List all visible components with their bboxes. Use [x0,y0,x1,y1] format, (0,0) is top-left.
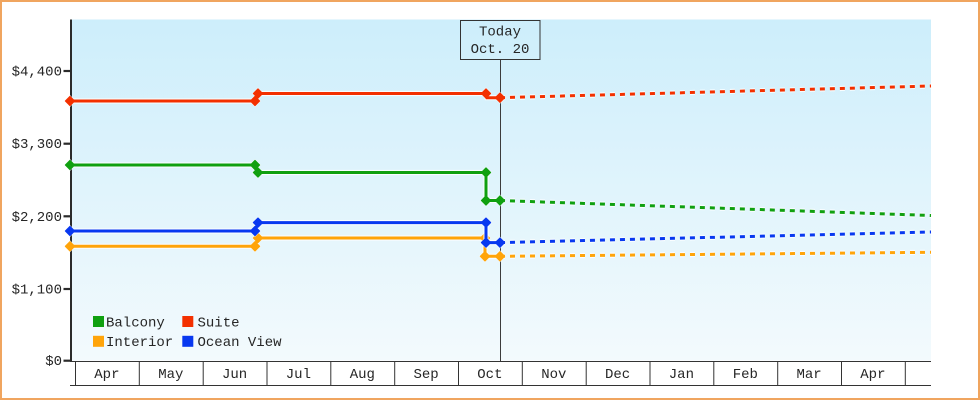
svg-text:Feb: Feb [733,367,758,383]
svg-text:$4,400: $4,400 [12,65,62,81]
svg-text:Oct: Oct [477,367,502,383]
svg-text:May: May [158,367,183,383]
svg-text:Dec: Dec [605,367,630,383]
svg-text:Jul: Jul [286,367,311,383]
svg-text:Balcony: Balcony [106,315,165,331]
svg-text:Apr: Apr [94,367,119,383]
svg-text:$2,200: $2,200 [12,210,62,226]
svg-text:$1,100: $1,100 [12,283,62,299]
svg-text:Suite: Suite [198,315,240,331]
svg-text:Sep: Sep [413,367,438,383]
svg-text:Today: Today [479,25,521,41]
svg-text:$0: $0 [45,354,62,370]
svg-text:Apr: Apr [860,367,885,383]
svg-text:Jun: Jun [222,367,247,383]
svg-text:Aug: Aug [350,367,375,383]
svg-text:Oct. 20: Oct. 20 [471,42,530,58]
svg-text:Interior: Interior [106,335,173,351]
svg-text:Nov: Nov [541,367,566,383]
svg-text:Ocean View: Ocean View [198,335,283,351]
svg-text:Mar: Mar [796,367,821,383]
svg-text:$3,300: $3,300 [12,137,62,153]
svg-text:Jan: Jan [669,367,694,383]
